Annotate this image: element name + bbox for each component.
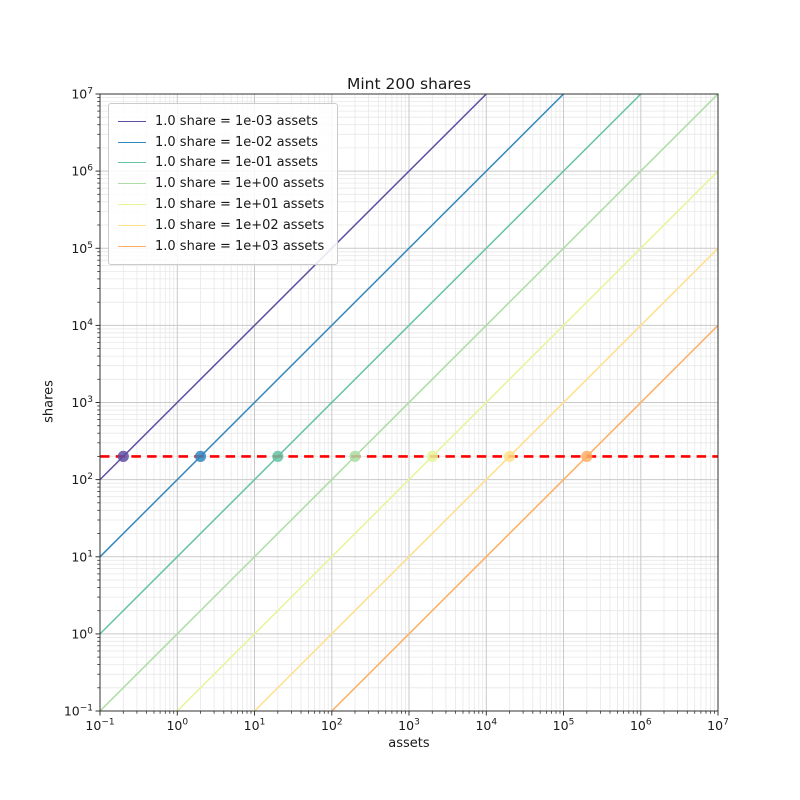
series-line-5 xyxy=(253,247,719,712)
y-tick-label: 106 xyxy=(71,164,93,179)
series-line-1 xyxy=(99,93,565,558)
series-line-0 xyxy=(99,93,487,481)
x-tick-label: 106 xyxy=(630,718,652,734)
x-tick-labels: 10−1 100 101 102 103 104 105 106 107 xyxy=(85,718,728,734)
marker-2 xyxy=(272,450,284,462)
y-tick-label: 103 xyxy=(71,395,93,410)
chart-title: Mint 200 shares xyxy=(346,75,472,93)
marker-0 xyxy=(117,450,129,462)
legend-item: 1.0 share = 1e+03 assets xyxy=(118,236,329,257)
series-markers xyxy=(117,450,593,462)
legend-line-swatch xyxy=(118,224,146,226)
x-tick-label: 10−1 xyxy=(85,718,114,734)
series-line-2 xyxy=(99,93,642,635)
legend-line-swatch xyxy=(118,162,146,164)
y-tick-label: 102 xyxy=(71,472,93,487)
legend-line-swatch xyxy=(118,245,146,247)
legend-item: 1.0 share = 1e-01 assets xyxy=(118,153,329,174)
legend-label: 1.0 share = 1e-03 assets xyxy=(155,113,319,129)
x-tick-label: 100 xyxy=(166,718,188,734)
marker-4 xyxy=(426,450,438,462)
legend-label: 1.0 share = 1e+01 assets xyxy=(155,197,325,213)
legend-label: 1.0 share = 1e+03 assets xyxy=(155,238,325,254)
legend-label: 1.0 share = 1e-02 assets xyxy=(155,134,319,150)
legend-line-swatch xyxy=(118,183,146,185)
legend-label: 1.0 share = 1e+02 assets xyxy=(155,217,325,233)
legend-item: 1.0 share = 1e+00 assets xyxy=(118,173,329,194)
legend-item: 1.0 share = 1e-02 assets xyxy=(118,132,329,153)
legend-item: 1.0 share = 1e+01 assets xyxy=(118,194,329,215)
y-tick-label: 10−1 xyxy=(64,704,93,719)
marker-3 xyxy=(349,450,361,462)
y-tick-labels: 10−1 100 101 102 103 104 105 106 107 xyxy=(64,87,93,719)
legend-item: 1.0 share = 1e-03 assets xyxy=(118,111,329,132)
series-line-4 xyxy=(176,170,719,712)
legend-label: 1.0 share = 1e-01 assets xyxy=(155,155,319,171)
legend-item: 1.0 share = 1e+02 assets xyxy=(118,215,329,236)
y-tick-label: 104 xyxy=(71,318,93,333)
marker-5 xyxy=(503,450,516,462)
x-tick-label: 101 xyxy=(244,718,266,734)
x-axis-label: assets xyxy=(388,736,430,751)
series-line-6 xyxy=(331,324,719,712)
marker-6 xyxy=(581,450,593,462)
legend: 1.0 share = 1e-03 assets 1.0 share = 1e-0… xyxy=(108,103,339,265)
legend-line-swatch xyxy=(118,120,146,122)
x-tick-label: 107 xyxy=(707,718,729,734)
y-axis-label: shares xyxy=(41,380,57,423)
axis-ticks xyxy=(95,93,719,716)
legend-line-swatch xyxy=(118,204,146,206)
marker-1 xyxy=(194,450,207,462)
legend-label: 1.0 share = 1e+00 assets xyxy=(155,176,325,192)
y-tick-label: 107 xyxy=(71,87,93,102)
x-tick-label: 105 xyxy=(553,718,575,734)
series-lines xyxy=(99,93,719,712)
legend-line-swatch xyxy=(118,141,146,143)
series-line-3 xyxy=(99,93,719,712)
y-tick-label: 101 xyxy=(71,549,93,564)
y-tick-label: 105 xyxy=(71,241,93,256)
x-tick-label: 103 xyxy=(398,718,420,734)
y-tick-label: 100 xyxy=(71,626,93,641)
x-tick-label: 104 xyxy=(475,718,497,734)
x-tick-label: 102 xyxy=(321,718,343,734)
